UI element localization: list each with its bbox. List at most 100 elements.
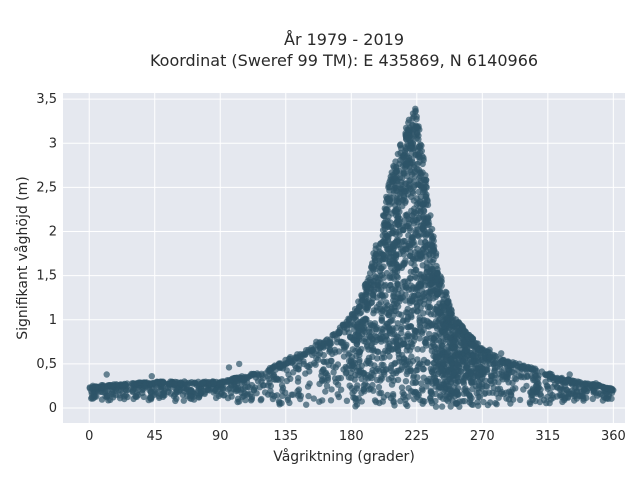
- y-tick-labels: 0 0,5 1 1,5 2 2,5 3 3,5: [36, 92, 57, 416]
- data-point: [461, 397, 468, 405]
- data-point: [441, 329, 449, 336]
- data-point: [426, 274, 433, 281]
- data-point: [395, 334, 402, 341]
- data-point: [362, 281, 369, 288]
- data-point: [236, 398, 243, 405]
- data-point: [159, 390, 166, 397]
- data-point: [453, 320, 460, 327]
- data-point: [464, 333, 471, 340]
- data-point: [401, 188, 408, 196]
- data-point: [358, 292, 365, 299]
- data-point: [394, 208, 401, 216]
- data-point: [486, 353, 493, 361]
- data-point: [410, 133, 418, 140]
- data-point: [415, 136, 422, 143]
- data-point: [378, 291, 385, 298]
- data-point: [580, 395, 587, 402]
- data-point: [441, 386, 449, 394]
- data-point: [378, 316, 385, 324]
- data-point: [422, 238, 429, 246]
- data-point: [608, 385, 615, 393]
- data-point: [350, 394, 357, 401]
- data-point: [432, 403, 440, 410]
- x-tick-label: 90: [212, 429, 229, 444]
- data-point: [405, 242, 412, 250]
- data-point: [352, 347, 359, 355]
- data-point: [403, 154, 410, 162]
- data-point: [519, 362, 527, 370]
- data-point: [409, 159, 416, 166]
- data-point: [392, 359, 399, 367]
- data-point: [510, 361, 518, 369]
- y-tick-label: 2,5: [36, 180, 57, 195]
- data-point: [556, 376, 563, 383]
- data-point: [392, 220, 399, 227]
- y-tick-label: 3: [49, 136, 57, 151]
- data-point: [523, 382, 530, 390]
- data-point: [394, 150, 402, 158]
- data-point: [405, 222, 412, 230]
- data-point: [366, 328, 373, 335]
- data-point: [260, 382, 267, 389]
- data-point: [449, 339, 457, 346]
- data-point: [451, 376, 459, 384]
- x-tick-label: 180: [339, 429, 364, 444]
- data-point: [318, 368, 326, 375]
- data-point: [419, 160, 426, 168]
- data-point: [336, 329, 343, 336]
- data-point: [323, 382, 331, 389]
- data-point: [387, 282, 394, 289]
- data-point: [468, 341, 475, 349]
- data-point: [392, 158, 399, 165]
- data-point: [452, 400, 460, 408]
- data-point: [389, 337, 397, 344]
- data-point: [322, 388, 329, 395]
- data-point: [418, 274, 426, 281]
- data-point: [355, 298, 362, 305]
- data-point: [432, 397, 439, 405]
- data-point: [397, 141, 404, 148]
- x-tick-labels: 0 45 90 135 180 225 270 315 360: [85, 429, 626, 444]
- data-point: [389, 229, 396, 236]
- data-point: [247, 397, 255, 404]
- data-point: [255, 371, 262, 378]
- data-point: [589, 395, 596, 403]
- data-point: [334, 381, 342, 388]
- data-point: [401, 261, 408, 268]
- x-tick-label: 0: [85, 429, 93, 444]
- data-point: [404, 330, 412, 338]
- data-point: [93, 393, 100, 400]
- data-point: [384, 236, 392, 244]
- data-point: [389, 391, 397, 398]
- data-point: [386, 353, 393, 360]
- data-point: [365, 354, 373, 361]
- data-point: [312, 361, 319, 368]
- data-point: [313, 338, 320, 345]
- data-point: [374, 278, 382, 286]
- data-point: [463, 346, 471, 354]
- data-point: [394, 280, 401, 288]
- data-point: [474, 402, 482, 409]
- data-point: [430, 359, 437, 367]
- data-point: [349, 365, 356, 373]
- data-point: [438, 282, 445, 289]
- data-point: [404, 368, 411, 375]
- data-point: [412, 167, 419, 175]
- data-point: [405, 184, 412, 191]
- data-point: [405, 324, 412, 331]
- data-point: [420, 326, 427, 334]
- data-point: [187, 393, 194, 400]
- data-point: [497, 374, 505, 381]
- data-point: [420, 207, 428, 215]
- data-point: [399, 336, 407, 343]
- data-point: [362, 338, 369, 346]
- data-point: [561, 396, 568, 404]
- data-point: [383, 366, 390, 373]
- data-point: [394, 294, 401, 301]
- data-point: [411, 390, 418, 397]
- data-point: [411, 262, 418, 269]
- data-point: [557, 391, 565, 399]
- data-point: [352, 403, 359, 410]
- data-point: [422, 340, 430, 347]
- data-point: [196, 393, 203, 401]
